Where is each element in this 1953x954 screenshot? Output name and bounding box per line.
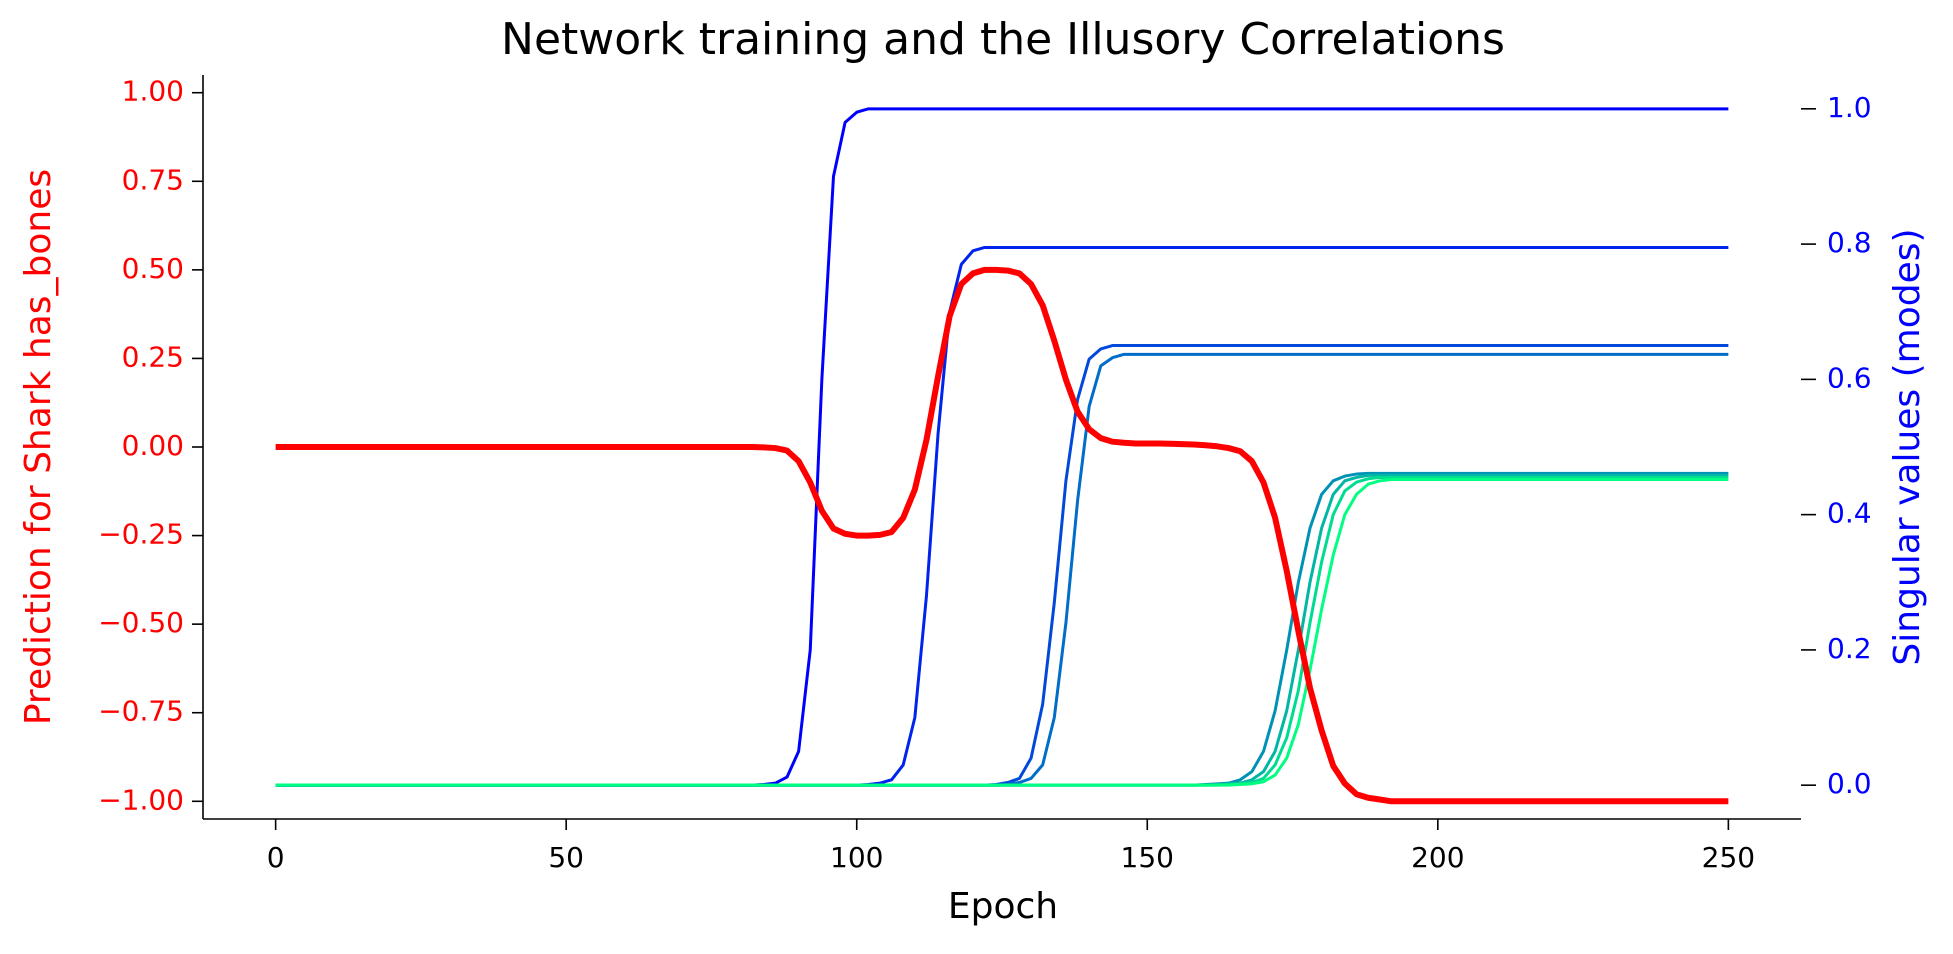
x-tick-label: 50 (548, 841, 584, 874)
y-tick-label: 0.25 (122, 340, 184, 373)
y2-tick-label: 0.4 (1827, 497, 1872, 530)
x-tick-label: 150 (1121, 841, 1174, 874)
y-tick-label: −0.75 (98, 695, 184, 728)
x-tick-label: 0 (267, 841, 285, 874)
y-tick-label: −0.25 (98, 518, 184, 551)
x-axis-label: Epoch (948, 886, 1058, 927)
series-line (275, 471, 1729, 787)
y-tick-label: 0.00 (122, 429, 184, 462)
series-line (275, 107, 1729, 787)
series-line (275, 473, 1729, 787)
y2-tick-label: 0.0 (1827, 767, 1872, 800)
series-line (275, 477, 1729, 787)
y-tick-label: 0.75 (122, 163, 184, 196)
chart-title: Network training and the Illusory Correl… (501, 14, 1505, 65)
x-tick-label: 100 (830, 841, 883, 874)
y2-tick-label: 1.0 (1827, 91, 1872, 124)
x-tick-label: 250 (1702, 841, 1755, 874)
y2-tick-label: 0.2 (1827, 632, 1872, 665)
series-line (275, 266, 1729, 805)
y-tick-label: 0.50 (122, 252, 184, 285)
series-line (275, 245, 1729, 787)
y2-tick-label: 0.8 (1827, 226, 1872, 259)
series-line (275, 344, 1729, 787)
y2-tick-label: 0.6 (1827, 361, 1872, 394)
y-axis-label: Prediction for Shark has_bones (18, 169, 59, 725)
y-tick-label: −1.00 (98, 783, 184, 816)
y2-axis-label: Singular values (modes) (1887, 228, 1928, 665)
series-line (275, 352, 1729, 787)
y-tick-label: −0.50 (98, 606, 184, 639)
y-tick-label: 1.00 (122, 75, 184, 108)
series-line (275, 475, 1729, 787)
x-tick-label: 200 (1411, 841, 1464, 874)
